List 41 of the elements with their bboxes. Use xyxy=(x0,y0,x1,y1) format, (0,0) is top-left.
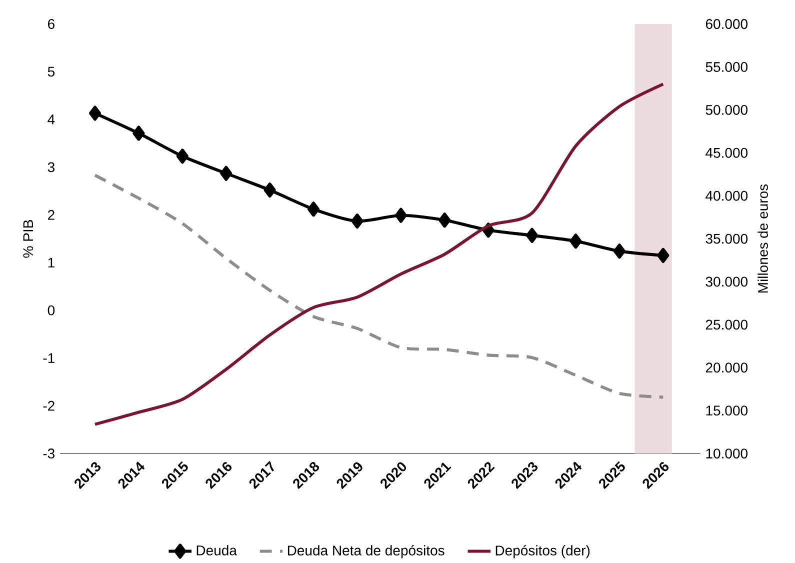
point xyxy=(613,244,626,259)
line-series xyxy=(93,174,665,399)
y-tick-label: 3 xyxy=(48,162,54,172)
y2-axis-title: Millones de euros xyxy=(758,184,768,293)
point xyxy=(526,228,538,244)
y2-tick-label: 55.000 xyxy=(706,62,748,72)
legend-label: Deuda xyxy=(196,545,237,556)
y-tick-label: 6 xyxy=(48,19,54,30)
y2-tick-label: 40.000 xyxy=(706,190,748,201)
point xyxy=(438,212,451,228)
y2-tick-label: 35.000 xyxy=(706,234,748,244)
y2-tick-label: 20.000 xyxy=(706,362,748,373)
legend-label: Deuda Neta de depósitos xyxy=(288,545,444,558)
y-tick-label: 0 xyxy=(48,306,55,316)
y-tick-label: 1 xyxy=(48,258,54,268)
point xyxy=(176,148,188,164)
y2-tick-label: 10.000 xyxy=(706,448,748,459)
point xyxy=(88,106,102,121)
y2-tick-label: 45.000 xyxy=(706,148,748,158)
y2-tick-label: 50.000 xyxy=(706,105,748,115)
y2-tick-label: 30.000 xyxy=(706,276,748,287)
y-tick-label: 5 xyxy=(48,66,55,77)
point xyxy=(264,182,276,198)
y-tick-label: 2 xyxy=(48,210,54,220)
y-tick-label: -3 xyxy=(43,448,54,459)
y2-tick-label: 25.000 xyxy=(706,320,748,330)
point xyxy=(132,126,145,141)
y-tick-label: -1 xyxy=(43,353,54,363)
line-series xyxy=(93,82,665,426)
legend-label: Depósitos (der) xyxy=(496,545,590,558)
point xyxy=(657,248,670,264)
y2-tick-label: 60.000 xyxy=(706,19,748,30)
y-tick-label: 4 xyxy=(48,114,55,124)
point xyxy=(351,214,364,229)
point xyxy=(394,208,407,224)
point xyxy=(307,202,320,217)
point xyxy=(220,166,232,182)
y-tick-label: -2 xyxy=(43,401,54,411)
point xyxy=(570,234,582,249)
y-axis-title: % PIB xyxy=(23,220,34,258)
y2-tick-label: 15.000 xyxy=(706,406,748,416)
